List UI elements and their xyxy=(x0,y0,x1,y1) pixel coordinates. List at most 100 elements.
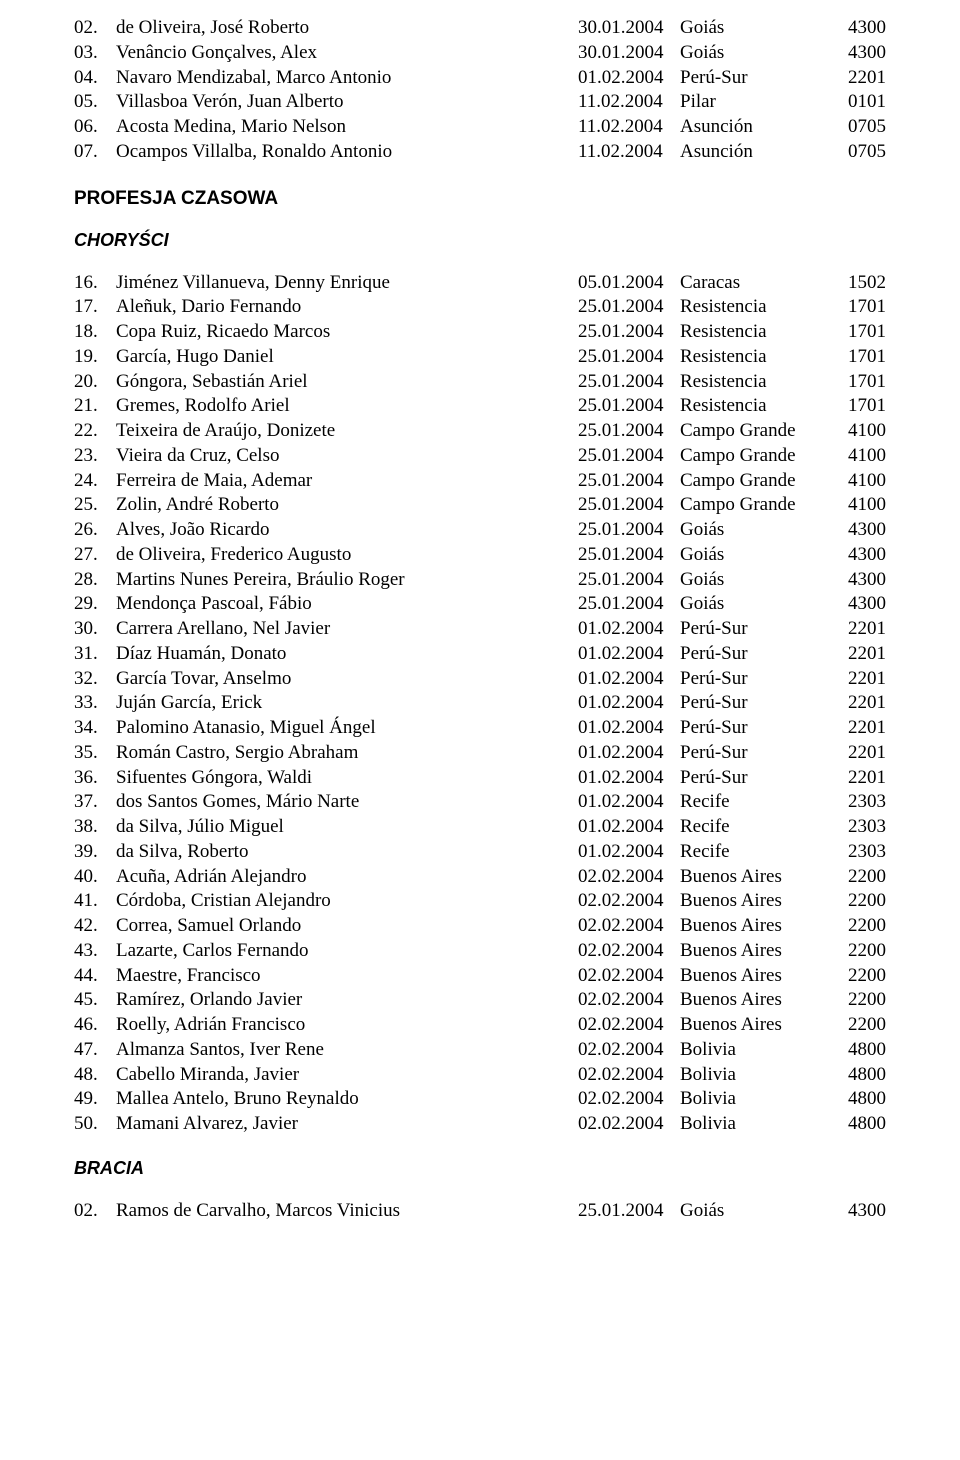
row-code: 2200 xyxy=(838,865,886,889)
row-date: 25.01.2004 xyxy=(578,1199,680,1223)
row-location: Buenos Aires xyxy=(680,865,838,889)
table-row: 43.Lazarte, Carlos Fernando02.02.2004Bue… xyxy=(74,939,886,963)
row-code: 4300 xyxy=(838,568,886,592)
row-number: 02. xyxy=(74,16,116,40)
row-number: 38. xyxy=(74,815,116,839)
row-code: 2201 xyxy=(838,741,886,765)
row-name: Mendonça Pascoal, Fábio xyxy=(116,592,578,616)
row-name: García Tovar, Anselmo xyxy=(116,667,578,691)
row-number: 43. xyxy=(74,939,116,963)
row-number: 02. xyxy=(74,1199,116,1223)
table-row: 36.Sifuentes Góngora, Waldi01.02.2004Per… xyxy=(74,766,886,790)
row-name: Maestre, Francisco xyxy=(116,964,578,988)
row-location: Perú-Sur xyxy=(680,741,838,765)
row-number: 19. xyxy=(74,345,116,369)
row-location: Recife xyxy=(680,815,838,839)
row-name: da Silva, Júlio Miguel xyxy=(116,815,578,839)
table-row: 41.Córdoba, Cristian Alejandro02.02.2004… xyxy=(74,889,886,913)
row-number: 47. xyxy=(74,1038,116,1062)
row-location: Goiás xyxy=(680,543,838,567)
row-name: dos Santos Gomes, Mário Narte xyxy=(116,790,578,814)
row-date: 11.02.2004 xyxy=(578,90,680,114)
row-location: Buenos Aires xyxy=(680,939,838,963)
table-row: 47.Almanza Santos, Iver Rene02.02.2004Bo… xyxy=(74,1038,886,1062)
row-number: 48. xyxy=(74,1063,116,1087)
row-name: Córdoba, Cristian Alejandro xyxy=(116,889,578,913)
row-location: Goiás xyxy=(680,16,838,40)
row-code: 1701 xyxy=(838,295,886,319)
row-date: 02.02.2004 xyxy=(578,988,680,1012)
table-row: 46.Roelly, Adrián Francisco02.02.2004Bue… xyxy=(74,1013,886,1037)
row-code: 1701 xyxy=(838,345,886,369)
row-code: 2303 xyxy=(838,840,886,864)
table-row: 07.Ocampos Villalba, Ronaldo Antonio11.0… xyxy=(74,140,886,164)
row-code: 4300 xyxy=(838,41,886,65)
row-code: 4100 xyxy=(838,493,886,517)
row-name: Román Castro, Sergio Abraham xyxy=(116,741,578,765)
row-date: 25.01.2004 xyxy=(578,543,680,567)
row-number: 06. xyxy=(74,115,116,139)
row-name: Cabello Miranda, Javier xyxy=(116,1063,578,1087)
row-name: Jiménez Villanueva, Denny Enrique xyxy=(116,271,578,295)
row-name: Teixeira de Araújo, Donizete xyxy=(116,419,578,443)
table-row: 49.Mallea Antelo, Bruno Reynaldo02.02.20… xyxy=(74,1087,886,1111)
row-code: 4300 xyxy=(838,518,886,542)
row-name: Martins Nunes Pereira, Bráulio Roger xyxy=(116,568,578,592)
row-name: Juján García, Erick xyxy=(116,691,578,715)
row-date: 01.02.2004 xyxy=(578,790,680,814)
row-location: Pilar xyxy=(680,90,838,114)
row-number: 37. xyxy=(74,790,116,814)
row-location: Goiás xyxy=(680,592,838,616)
table-row: 28.Martins Nunes Pereira, Bráulio Roger2… xyxy=(74,568,886,592)
row-code: 2201 xyxy=(838,617,886,641)
table-row: 45.Ramírez, Orlando Javier02.02.2004Buen… xyxy=(74,988,886,1012)
row-date: 30.01.2004 xyxy=(578,16,680,40)
row-date: 01.02.2004 xyxy=(578,741,680,765)
row-number: 07. xyxy=(74,140,116,164)
row-date: 30.01.2004 xyxy=(578,41,680,65)
row-location: Bolivia xyxy=(680,1087,838,1111)
table-row: 02.Ramos de Carvalho, Marcos Vinicius25.… xyxy=(74,1199,886,1223)
row-date: 25.01.2004 xyxy=(578,592,680,616)
row-number: 22. xyxy=(74,419,116,443)
row-name: Correa, Samuel Orlando xyxy=(116,914,578,938)
row-number: 46. xyxy=(74,1013,116,1037)
row-number: 45. xyxy=(74,988,116,1012)
table-row: 33.Juján García, Erick01.02.2004Perú-Sur… xyxy=(74,691,886,715)
row-location: Goiás xyxy=(680,1199,838,1223)
row-code: 0101 xyxy=(838,90,886,114)
table-row: 20.Góngora, Sebastián Ariel25.01.2004Res… xyxy=(74,370,886,394)
row-location: Perú-Sur xyxy=(680,667,838,691)
row-number: 36. xyxy=(74,766,116,790)
row-code: 0705 xyxy=(838,140,886,164)
row-name: de Oliveira, Frederico Augusto xyxy=(116,543,578,567)
main-rows-block: 16.Jiménez Villanueva, Denny Enrique05.0… xyxy=(74,271,886,1136)
row-location: Recife xyxy=(680,790,838,814)
row-location: Resistencia xyxy=(680,345,838,369)
row-location: Perú-Sur xyxy=(680,66,838,90)
sub-heading-chorysci: CHORYŚCI xyxy=(74,230,886,251)
table-row: 31.Díaz Huamán, Donato01.02.2004Perú-Sur… xyxy=(74,642,886,666)
row-date: 01.02.2004 xyxy=(578,716,680,740)
table-row: 32.García Tovar, Anselmo01.02.2004Perú-S… xyxy=(74,667,886,691)
row-code: 2303 xyxy=(838,815,886,839)
row-number: 31. xyxy=(74,642,116,666)
row-date: 11.02.2004 xyxy=(578,115,680,139)
row-location: Goiás xyxy=(680,41,838,65)
row-name: Lazarte, Carlos Fernando xyxy=(116,939,578,963)
row-name: Aleñuk, Dario Fernando xyxy=(116,295,578,319)
row-date: 02.02.2004 xyxy=(578,964,680,988)
row-name: García, Hugo Daniel xyxy=(116,345,578,369)
row-name: Ramos de Carvalho, Marcos Vinicius xyxy=(116,1199,578,1223)
row-number: 35. xyxy=(74,741,116,765)
table-row: 37.dos Santos Gomes, Mário Narte01.02.20… xyxy=(74,790,886,814)
row-number: 41. xyxy=(74,889,116,913)
row-location: Bolivia xyxy=(680,1063,838,1087)
table-row: 38.da Silva, Júlio Miguel01.02.2004Recif… xyxy=(74,815,886,839)
row-location: Campo Grande xyxy=(680,444,838,468)
row-code: 0705 xyxy=(838,115,886,139)
row-code: 1701 xyxy=(838,370,886,394)
row-date: 25.01.2004 xyxy=(578,370,680,394)
section-heading: PROFESJA CZASOWA xyxy=(74,188,886,210)
top-rows-block: 02.de Oliveira, José Roberto30.01.2004Go… xyxy=(74,16,886,164)
